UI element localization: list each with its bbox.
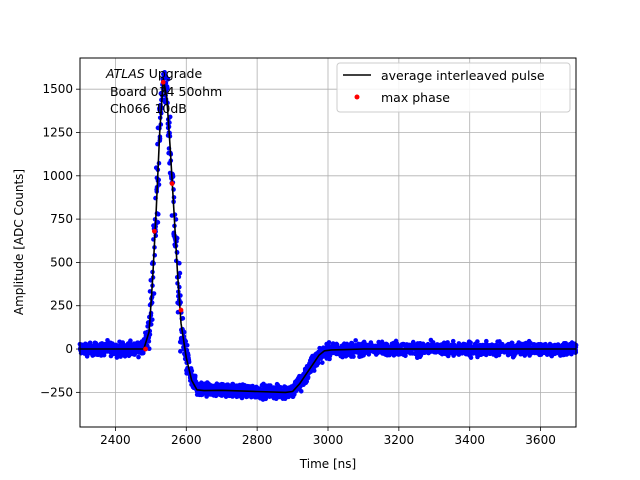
grid-lines	[80, 58, 576, 427]
y-tick-label: 0	[65, 342, 73, 356]
scatter-point	[84, 354, 90, 359]
scatter-point	[353, 338, 358, 343]
x-tick-label: 2400	[100, 433, 131, 447]
scatter-point	[184, 342, 190, 348]
max-phase-point	[152, 228, 157, 234]
scatter-point	[162, 69, 167, 75]
scatter-point	[146, 346, 152, 352]
scatter-point	[475, 339, 480, 344]
y-tick-label: 500	[50, 255, 73, 269]
scatter-point	[136, 354, 141, 360]
x-tick-label: 3600	[525, 433, 556, 447]
scatter-point	[311, 368, 317, 373]
y-axis-ticks: −250 0 250 500 750 1000 1250 1500	[40, 82, 80, 399]
max-phase-point	[178, 307, 184, 313]
x-tick-label: 3400	[454, 433, 485, 447]
annotation-line-1: ATLAS Upgrade	[105, 66, 202, 81]
y-tick-label: 1250	[42, 125, 73, 139]
y-tick-label: −250	[40, 385, 73, 399]
max-phase-point	[143, 346, 148, 352]
y-tick-label: 1000	[42, 169, 73, 183]
legend-box	[336, 62, 571, 113]
average-pulse-line	[80, 78, 576, 394]
x-axis-ticks: 2400 2600 2800 3000 3200 3400 3600	[100, 427, 556, 447]
legend-dot-swatch	[354, 94, 360, 100]
annotation-atlas: ATLAS	[105, 66, 145, 81]
scatter-point	[326, 340, 332, 345]
scatter-point	[150, 317, 155, 322]
scatter-point	[445, 340, 450, 345]
scatter-point	[298, 388, 304, 394]
scatter-point	[167, 114, 173, 120]
scatter-point	[87, 340, 93, 346]
scatter-point	[146, 339, 152, 344]
y-tick-label: 750	[50, 212, 73, 226]
y-axis-label: Amplitude [ADC Counts]	[12, 169, 26, 315]
x-tick-label: 2800	[242, 433, 273, 447]
scatter-point	[165, 76, 171, 82]
scatter-point	[468, 340, 473, 345]
scatter-point	[225, 382, 231, 387]
scatter-point	[155, 220, 161, 225]
scatter-point	[180, 316, 186, 321]
scatter-point	[334, 342, 340, 348]
scatter-point	[468, 355, 474, 360]
annotation-line-3: Ch066 10dB	[106, 101, 187, 116]
scatter-point	[155, 211, 161, 217]
scatter-point	[165, 86, 170, 91]
scatter-point	[128, 338, 133, 344]
annotation: ATLAS Upgrade Board 034 50ohm Ch066 10dB	[105, 66, 222, 116]
scatter-point	[178, 349, 183, 354]
scatter-point	[192, 375, 198, 380]
scatter-point	[305, 374, 311, 380]
scatter-point	[189, 368, 195, 374]
scatter-point	[177, 260, 182, 266]
max-phase-point	[160, 79, 166, 85]
x-tick-label: 2600	[171, 433, 202, 447]
annotation-line-2: Board 034 50ohm	[106, 84, 222, 99]
legend-entry-max-phase: max phase	[381, 90, 450, 105]
scatter-point	[105, 337, 110, 343]
legend: average interleaved pulse max phase	[336, 62, 571, 113]
scatter-point	[484, 338, 489, 344]
legend-entry-pulse: average interleaved pulse	[381, 68, 545, 83]
scatter-point	[450, 338, 456, 344]
y-tick-label: 250	[50, 299, 73, 313]
x-tick-label: 3000	[313, 433, 344, 447]
scatter-point	[513, 351, 518, 356]
y-tick-label: 1500	[42, 82, 73, 96]
series-lines	[80, 78, 576, 394]
max-phase-point	[169, 181, 175, 186]
scatter-point	[151, 291, 157, 296]
x-axis-label: Time [ns]	[299, 457, 356, 471]
max-phase-points	[143, 79, 184, 352]
scatter-point	[320, 360, 325, 365]
annotation-upgrade: Upgrade	[145, 66, 203, 81]
scatter-point	[316, 360, 321, 366]
scatter-point	[177, 270, 183, 276]
x-tick-label: 3200	[384, 433, 415, 447]
scatter-point	[351, 354, 356, 359]
